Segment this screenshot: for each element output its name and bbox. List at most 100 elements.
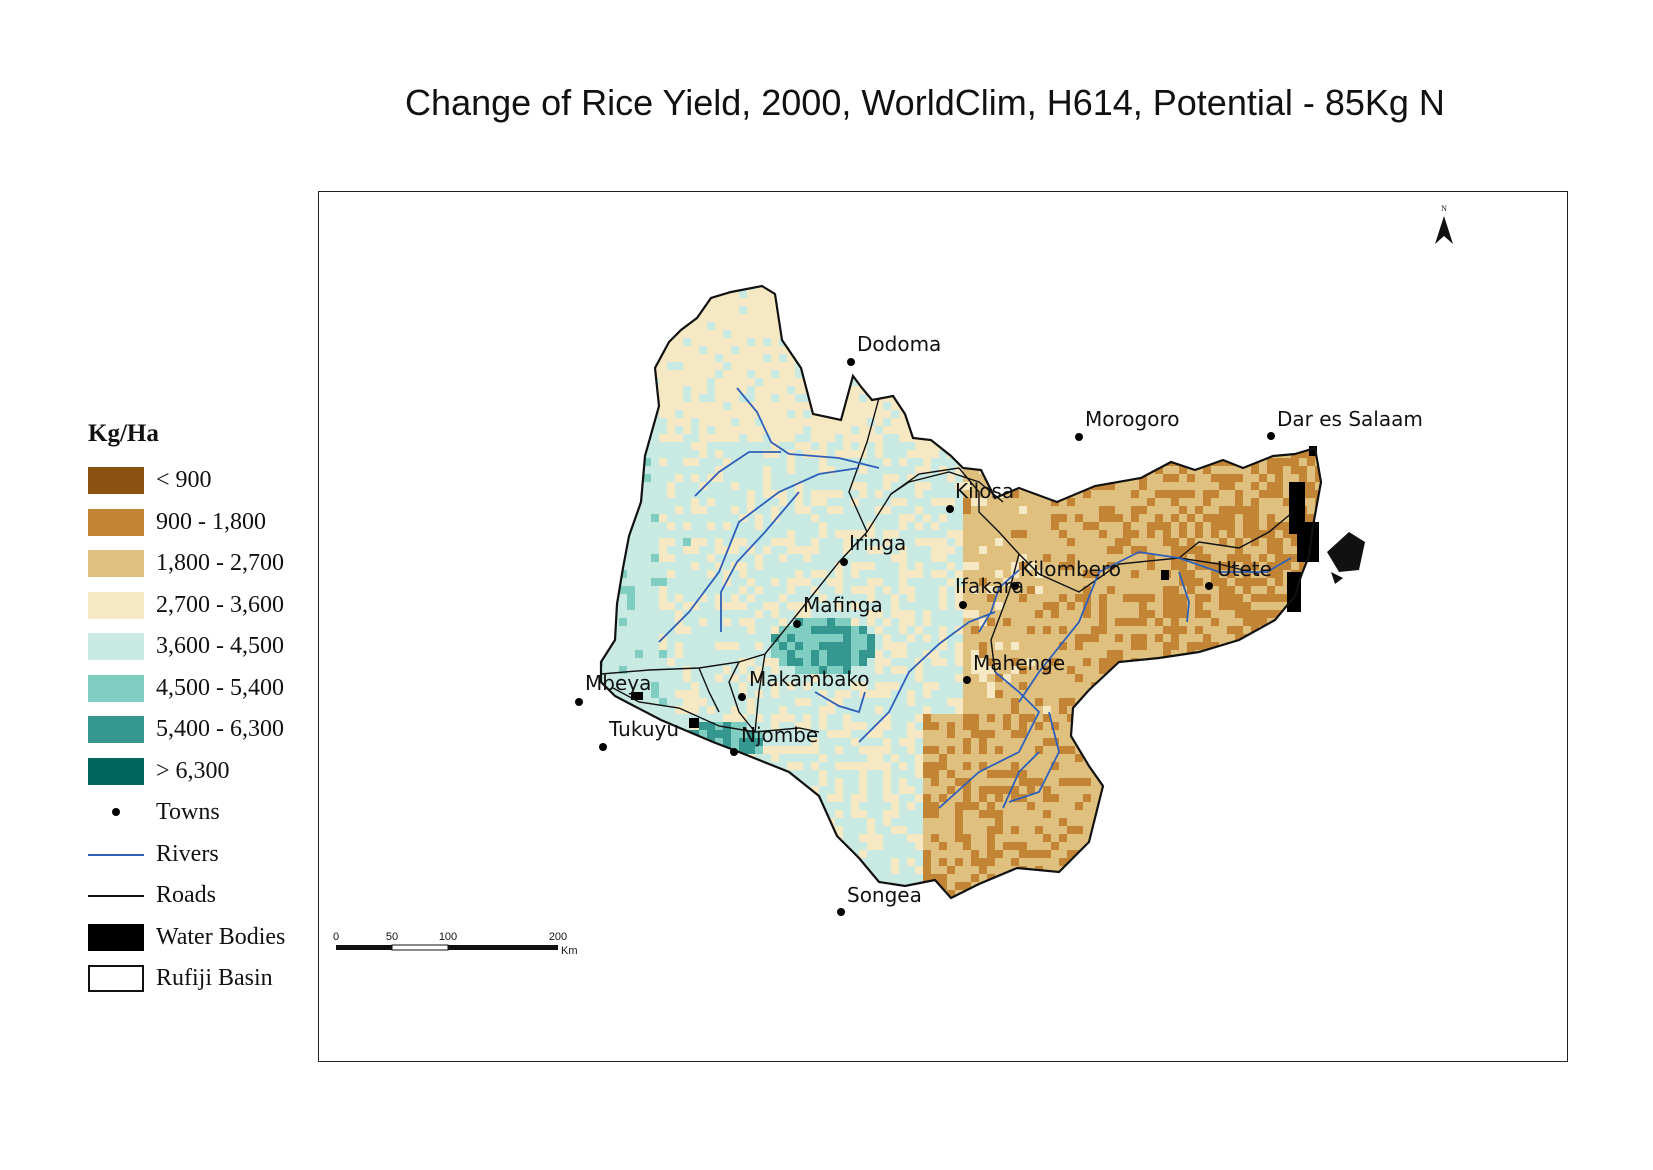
road-segment	[698, 667, 720, 713]
legend-row-class-4: 3,600 - 4,500	[88, 626, 328, 668]
road-segment	[848, 397, 880, 533]
river-segment	[1018, 551, 1292, 703]
legend-row-water: Water Bodies	[88, 917, 328, 959]
town-label: Dar es Salaam	[1277, 407, 1423, 431]
scale-unit: Km	[561, 945, 578, 957]
town-marker[interactable]	[1205, 582, 1213, 590]
legend-title: Kg/Ha	[88, 420, 159, 447]
town-marker[interactable]	[847, 358, 855, 366]
legend-class-label: < 900	[156, 467, 212, 494]
legend-swatch	[88, 550, 144, 578]
town-label: Utete	[1217, 557, 1272, 581]
town-marker[interactable]	[1075, 433, 1083, 441]
river-segment	[720, 491, 800, 632]
town-marker[interactable]	[959, 601, 967, 609]
legend-class-label: 5,400 - 6,300	[156, 716, 284, 743]
river-segment	[1178, 571, 1190, 623]
legend-label-basin: Rufiji Basin	[156, 965, 273, 992]
road-segment	[990, 553, 1020, 673]
town-marker[interactable]	[963, 676, 971, 684]
town-label: Ifakara	[955, 574, 1024, 598]
legend-row-class-5: 4,500 - 5,400	[88, 668, 328, 710]
river-segment	[858, 611, 996, 743]
road-segment	[1178, 511, 1294, 559]
town-label: Mbeya	[585, 671, 651, 695]
legend-swatch	[88, 757, 144, 785]
river-segment	[694, 451, 781, 497]
legend-swatch	[88, 467, 144, 495]
legend-row-class-3: 2,700 - 3,600	[88, 585, 328, 627]
town-label: Mafinga	[803, 593, 883, 617]
legend-label-towns: Towns	[156, 799, 220, 826]
legend-swatch	[88, 633, 144, 661]
legend-row-class-7: > 6,300	[88, 751, 328, 793]
legend-row-class-6: 5,400 - 6,300	[88, 709, 328, 751]
town-marker[interactable]	[793, 620, 801, 628]
legend-class-label: 1,800 - 2,700	[156, 550, 284, 577]
town-label: Tukuyu	[608, 717, 679, 741]
rivers	[658, 387, 1292, 809]
legend-class-label: 3,600 - 4,500	[156, 633, 284, 660]
map-title: Change of Rice Yield, 2000, WorldClim, H…	[405, 82, 1445, 123]
town-dot-icon	[88, 799, 144, 826]
town-label: Songea	[847, 883, 922, 907]
legend-swatch	[88, 508, 144, 536]
water-body-swatch	[88, 923, 144, 951]
rufiji-basin-outline	[599, 284, 1323, 900]
legend-swatch	[88, 674, 144, 702]
town-marker[interactable]	[730, 748, 738, 756]
town-label: Kilosa	[955, 479, 1014, 503]
town-marker[interactable]	[575, 698, 583, 706]
road-segment	[612, 687, 756, 733]
legend-classes: < 900 900 - 1,800 1,800 - 2,700 2,700 - 3,6…	[88, 460, 328, 792]
legend-row-class-0: < 900	[88, 460, 328, 502]
road-segment	[754, 653, 766, 733]
legend-label-rivers: Rivers	[156, 840, 219, 867]
road-segment	[890, 471, 1004, 503]
legend-row-basin: Rufiji Basin	[88, 958, 328, 1000]
town-marker[interactable]	[840, 558, 848, 566]
legend-swatch	[88, 591, 144, 619]
road-segment	[754, 727, 820, 733]
legend-label-water: Water Bodies	[156, 923, 286, 950]
town-label: Dodoma	[857, 332, 941, 356]
road-line-icon	[88, 882, 144, 909]
legend-label-roads: Roads	[156, 882, 216, 909]
legend-swatch	[88, 716, 144, 744]
town-label: Morogoro	[1085, 407, 1179, 431]
town-marker[interactable]	[1267, 432, 1275, 440]
scale-bar: 0 50 100 200 Km	[333, 931, 578, 957]
town-label: Njombe	[741, 723, 818, 747]
map-canvas[interactable]: Dodoma Morogoro Dar es Salaam Kilosa Iringa K…	[319, 192, 1567, 1061]
scale-tick-50: 50	[386, 931, 398, 943]
river-segment	[938, 671, 1041, 809]
scale-tick-0: 0	[333, 931, 339, 943]
scale-tick-200: 200	[549, 931, 567, 943]
town-label: Kilombero	[1020, 557, 1121, 581]
river-segment	[978, 569, 1020, 633]
legend-class-label: 4,500 - 5,400	[156, 674, 284, 701]
legend-row-roads: Roads	[88, 875, 328, 917]
map-frame: Dodoma Morogoro Dar es Salaam Kilosa Iringa K…	[318, 191, 1568, 1062]
north-label: N	[1441, 204, 1447, 213]
town-label: Iringa	[849, 531, 906, 555]
town-marker[interactable]	[1011, 582, 1019, 590]
town-label: Mahenge	[973, 651, 1065, 675]
roads	[600, 397, 1294, 733]
towns-layer: Dodoma Morogoro Dar es Salaam Kilosa Iringa K…	[575, 332, 1423, 916]
town-marker[interactable]	[946, 505, 954, 513]
basin-swatch	[88, 965, 144, 993]
town-marker[interactable]	[599, 743, 607, 751]
town-marker[interactable]	[738, 693, 746, 701]
legend-class-label: > 6,300	[156, 757, 230, 784]
scale-tick-100: 100	[439, 931, 457, 943]
legend: Kg/Ha < 900 900 - 1,800 1,800 - 2,700 2,700…	[88, 420, 328, 1000]
river-line-icon	[88, 841, 144, 868]
river-segment	[658, 467, 860, 643]
legend-row-towns: Towns	[88, 792, 328, 834]
town-marker[interactable]	[837, 908, 845, 916]
north-arrow-icon: N	[1435, 204, 1453, 244]
river-segment	[814, 691, 866, 714]
road-segment	[728, 661, 756, 733]
town-label: Makambako	[749, 667, 870, 691]
